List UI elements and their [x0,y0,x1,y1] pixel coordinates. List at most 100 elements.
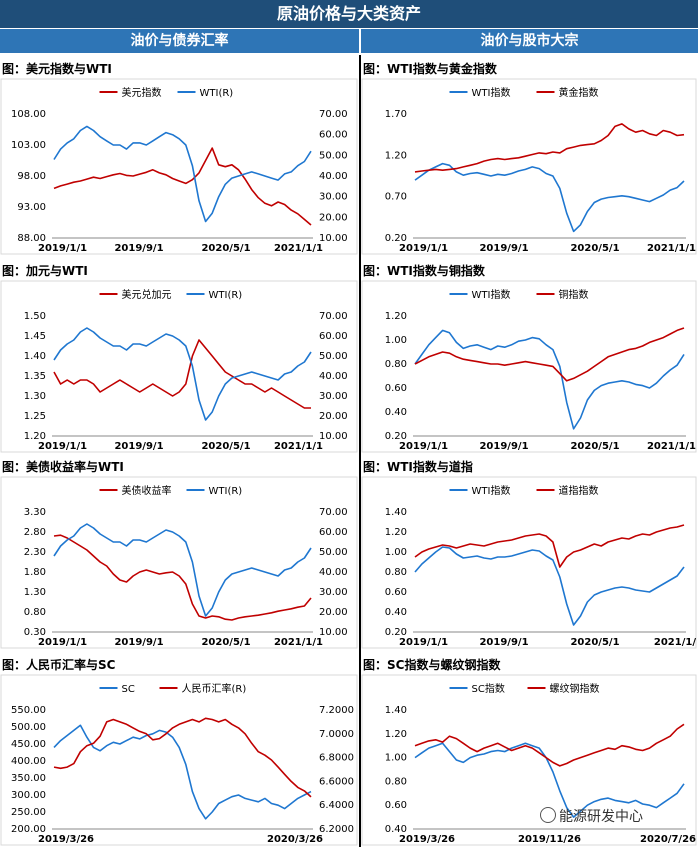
section-header-stocks-commodities: 油价与股市大宗 [361,29,698,53]
y-left-tick-label: 0.60 [385,800,407,811]
x-tick-label: 2020/5/1 [570,637,619,648]
chart-frame [0,476,358,649]
chart-title: 图：加元与WTI [2,264,88,278]
y-left-tick-label: 500.00 [11,722,46,733]
y-left-tick-label: 300.00 [11,790,46,801]
y-left-tick-label: 1.20 [385,311,407,322]
watermark-text: 能源研发中心 [559,809,643,825]
y-left-tick-label: 1.35 [24,371,46,382]
series-line-1 [53,717,312,798]
y-left-tick-label: 1.40 [385,705,407,716]
y-left-tick-label: 0.60 [385,587,407,598]
page-title: 原油价格与大类资产 [0,0,698,28]
legend-label: 美元指数 [122,86,162,99]
legend-label: 道指指数 [559,484,599,497]
y-left-tick-label: 1.30 [24,391,46,402]
y-right-tick-label: 50.00 [319,150,348,161]
y-left-tick-label: 0.40 [385,407,407,418]
chart-panel-rmb-sc: 图：人民币汇率与SC SC 人民币汇率(R) 200.00 250.00 300.00 3… [0,656,359,847]
chart-svg: WTI指数 道指指数 0.20 0.40 0.60 0.80 1.00 1.20 1.40 201… [361,476,697,649]
chart-svg: SC 人民币汇率(R) 200.00 250.00 300.00 350.00 400.00… [0,674,358,846]
chart-panel-treasury-yield-wti: 图：美债收益率与WTI 美债收益率 WTI(R) 0.30 0.80 1.30 1.80 2… [0,458,359,650]
chart-svg: 美债收益率 WTI(R) 0.30 0.80 1.30 1.80 2.30 2.80 3.30 1… [0,476,358,649]
y-left-tick-label: 1.70 [385,109,407,120]
y-left-tick-label: 93.00 [17,202,46,213]
legend-label: WTI指数 [472,484,511,497]
y-left-tick-label: 1.20 [385,150,407,161]
series-line-0 [53,339,311,409]
legend-label: WTI指数 [472,86,511,99]
series-line-0 [414,162,685,233]
series-line-0 [53,724,312,820]
series-line-1 [414,123,685,173]
series-line-0 [414,329,685,430]
y-left-tick-label: 0.30 [24,627,46,638]
y-left-tick-label: 1.00 [385,547,407,558]
x-tick-label: 2019/1/1 [399,243,448,254]
y-left-tick-label: 1.25 [24,411,46,422]
series-line-0 [414,546,685,626]
y-left-tick-label: 550.00 [11,705,46,716]
y-right-tick-label: 60.00 [319,527,348,538]
x-tick-label: 2021/1/ [654,637,696,648]
y-right-tick-label: 40.00 [319,371,348,382]
series-line-1 [414,723,685,767]
y-right-tick-label: 70.00 [319,507,348,518]
legend-label: WTI指数 [472,288,511,301]
y-right-tick-label: 6.6000 [319,776,354,787]
y-right-tick-label: 20.00 [319,607,348,618]
x-tick-label: 2021/1/1 [647,441,696,452]
chart-frame [0,78,358,255]
legend-label: WTI(R) [209,486,243,497]
y-right-tick-label: 50.00 [319,351,348,362]
x-tick-label: 2019/1/1 [38,441,87,452]
x-tick-label: 2021/1/1 [647,243,696,254]
y-left-tick-label: 0.70 [385,192,407,203]
y-left-tick-label: 3.30 [24,507,46,518]
y-left-tick-label: 98.00 [17,171,46,182]
chart-svg: WTI指数 黄金指数 0.20 0.70 1.20 1.70 2019/1/1 2019/9/… [361,78,697,255]
y-left-tick-label: 250.00 [11,807,46,818]
chart-panel-dollar-index-wti: 图：美元指数与WTI 美元指数 WTI(R) 88.00 93.00 98.00 103.… [0,60,359,256]
x-tick-label: 2019/11/26 [518,834,581,845]
chart-frame [361,476,697,649]
y-left-tick-label: 1.40 [24,351,46,362]
y-right-tick-label: 40.00 [319,567,348,578]
y-left-tick-label: 0.40 [385,824,407,835]
y-left-tick-label: 88.00 [17,233,46,244]
x-tick-label: 2020/5/1 [570,441,619,452]
y-right-tick-label: 10.00 [319,431,348,442]
legend-label: WTI(R) [209,290,243,301]
chart-panel-wti-copper: 图：WTI指数与铜指数 WTI指数 铜指数 0.20 0.40 0.60 0.80 1.00… [361,262,698,454]
y-left-tick-label: 1.00 [385,753,407,764]
x-tick-label: 2020/5/1 [570,243,619,254]
chart-svg: SC指数 螺纹钢指数 0.40 0.60 0.80 1.00 1.20 1.40 2019/3/… [361,674,697,846]
x-tick-label: 2019/3/26 [38,834,94,845]
legend-label: 黄金指数 [559,86,599,99]
y-right-tick-label: 40.00 [319,171,348,182]
chart-title: 图：人民币汇率与SC [2,658,116,672]
watermark: 能源研发中心 [540,806,643,826]
x-tick-label: 2019/1/1 [399,441,448,452]
y-right-tick-label: 7.2000 [319,705,354,716]
chart-panel-wti-gold: 图：WTI指数与黄金指数 WTI指数 黄金指数 0.20 0.70 1.20 1.70 20… [361,60,698,256]
x-tick-label: 2019/9/1 [479,637,528,648]
legend-label: 美债收益率 [122,484,172,497]
y-left-tick-label: 1.20 [385,729,407,740]
y-left-tick-label: 1.50 [24,311,46,322]
y-right-tick-label: 20.00 [319,212,348,223]
y-right-tick-label: 10.00 [319,233,348,244]
chart-frame [361,674,697,846]
x-tick-label: 2020/7/26 [640,834,696,845]
y-left-tick-label: 2.80 [24,527,46,538]
x-tick-label: 2019/1/1 [399,637,448,648]
y-right-tick-label: 30.00 [319,587,348,598]
y-left-tick-label: 1.20 [24,431,46,442]
x-tick-label: 2020/5/1 [201,637,250,648]
y-left-tick-label: 350.00 [11,773,46,784]
y-left-tick-label: 1.00 [385,335,407,346]
y-left-tick-label: 0.20 [385,627,407,638]
x-tick-label: 2019/9/1 [479,441,528,452]
legend-label: SC [122,684,135,695]
y-right-tick-label: 30.00 [319,391,348,402]
